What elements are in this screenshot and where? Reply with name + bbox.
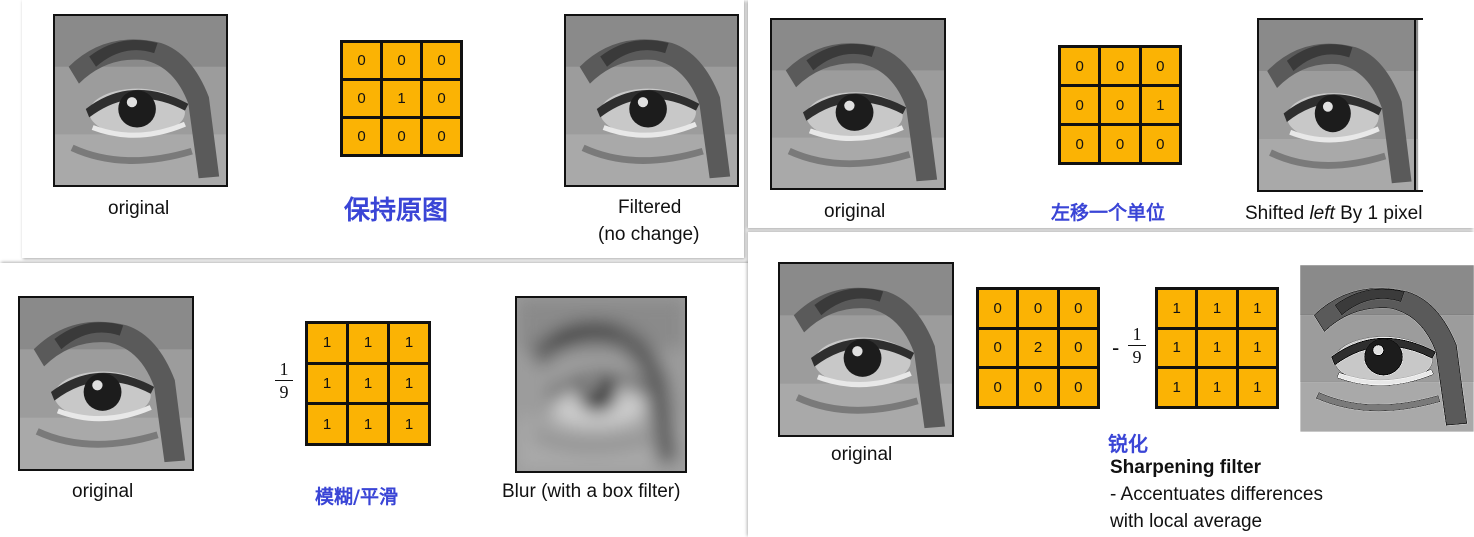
original-eye-image: [770, 18, 946, 190]
sharpen-desc-line1: - Accentuates differences: [1110, 484, 1323, 505]
blur-filter-panel: original 1 9 1 1 1 1 1 1 1 1 1 模糊/平滑 Blu…: [0, 263, 748, 537]
original-eye-image: [53, 14, 228, 187]
blur-cn-label: 模糊/平滑: [315, 486, 398, 508]
kernel-cell: 1: [1158, 369, 1196, 406]
original-eye-image: [18, 296, 194, 471]
kernel-cell: 0: [383, 119, 420, 154]
sharpen-kernel-b: 1 1 1 1 1 1 1 1 1: [1155, 287, 1279, 409]
kernel-cell: 0: [979, 329, 1017, 367]
kernel-cell: 0: [1101, 87, 1139, 123]
filtered-eye-image: [564, 14, 739, 187]
kernel-cell: 1: [1238, 290, 1276, 327]
kernel-cell: 1: [1158, 329, 1196, 367]
box-blur-kernel: 1 1 1 1 1 1 1 1 1: [305, 321, 431, 446]
kernel-cell: 0: [1061, 87, 1099, 123]
shift-filter-panel: original 0 0 0 0 0 1 0 0 0 左移一个单位 Shifte…: [748, 0, 1474, 228]
fraction-bar: [275, 380, 293, 381]
kernel-cell: 1: [308, 324, 346, 362]
kernel-cell: 0: [979, 290, 1017, 327]
kernel-cell: 1: [390, 405, 428, 443]
original-eye-image: [778, 262, 954, 437]
sharpened-eye-image: [1300, 265, 1474, 432]
sharpen-fraction: 1 9: [1128, 324, 1146, 367]
kernel-cell: 0: [1059, 369, 1097, 406]
shift-cn-label: 左移一个单位: [1051, 202, 1166, 224]
identity-kernel: 0 0 0 0 1 0 0 0 0: [340, 40, 463, 157]
kernel-cell: 1: [1198, 369, 1236, 406]
kernel-cell: 0: [1019, 369, 1057, 406]
kernel-cell: 1: [1158, 290, 1196, 327]
shift-kernel: 0 0 0 0 0 1 0 0 0: [1058, 45, 1182, 165]
original-label: original: [108, 198, 170, 219]
filtered-label-line1: Filtered: [618, 197, 682, 218]
original-label: original: [72, 481, 134, 502]
kernel-cell: 1: [1198, 290, 1236, 327]
fraction-bar: [1128, 345, 1146, 346]
kernel-cell: 0: [423, 119, 460, 154]
kernel-cell: 1: [349, 324, 387, 362]
kernel-cell: 0: [423, 81, 460, 116]
blurred-eye-image: [515, 296, 687, 473]
fraction-denominator: 9: [279, 382, 289, 402]
sharpen-title: Sharpening filter: [1110, 457, 1261, 478]
kernel-cell: 1: [349, 364, 387, 403]
identity-filter-panel: original 0 0 0 0 1 0 0 0 0 保持原图 Filtered…: [22, 0, 744, 258]
original-label: original: [824, 201, 886, 222]
kernel-cell: 1: [1238, 329, 1276, 367]
kernel-cell: 0: [1059, 329, 1097, 367]
kernel-cell: 0: [383, 43, 420, 78]
kernel-cell: 0: [1141, 126, 1179, 162]
kernel-cell: 0: [1061, 48, 1099, 84]
kernel-cell: 1: [1238, 369, 1276, 406]
kernel-cell: 0: [1059, 290, 1097, 327]
kernel-cell: 1: [1198, 329, 1236, 367]
blur-result-label: Blur (with a box filter): [502, 481, 681, 502]
minus-sign: -: [1112, 335, 1120, 360]
shifted-eye-image: [1257, 18, 1423, 192]
kernel-cell: 1: [308, 405, 346, 443]
shifted-label: Shifted left By 1 pixel: [1245, 203, 1423, 224]
kernel-cell: 0: [1141, 48, 1179, 84]
sharpen-cn-label: 锐化: [1108, 432, 1148, 456]
blur-fraction: 1 9: [275, 359, 293, 402]
kernel-cell: 0: [1101, 48, 1139, 84]
kernel-cell: 1: [390, 364, 428, 403]
original-label: original: [831, 444, 893, 465]
fraction-numerator: 1: [279, 359, 289, 379]
kernel-cell: 0: [1019, 290, 1057, 327]
identity-cn-label: 保持原图: [344, 196, 449, 226]
kernel-cell: 1: [1141, 87, 1179, 123]
kernel-cell: 0: [343, 43, 380, 78]
kernel-cell: 0: [343, 81, 380, 116]
kernel-cell: 1: [349, 405, 387, 443]
sharpen-kernel-a: 0 0 0 0 2 0 0 0 0: [976, 287, 1100, 409]
kernel-cell: 1: [383, 81, 420, 116]
filtered-label-line2: (no change): [598, 224, 700, 245]
fraction-denominator: 9: [1132, 347, 1142, 367]
kernel-cell: 0: [1101, 126, 1139, 162]
fraction-numerator: 1: [1132, 324, 1142, 344]
sharpen-desc-line2: with local average: [1110, 511, 1263, 532]
kernel-cell: 1: [308, 364, 346, 403]
kernel-cell: 0: [423, 43, 460, 78]
kernel-cell: 0: [343, 119, 380, 154]
kernel-cell: 2: [1019, 329, 1057, 367]
shifted-image-edge: [1414, 18, 1416, 192]
kernel-cell: 1: [390, 324, 428, 362]
kernel-cell: 0: [979, 369, 1017, 406]
kernel-cell: 0: [1061, 126, 1099, 162]
sharpen-filter-panel: original 0 0 0 0 2 0 0 0 0 - 1 9 1 1 1 1…: [748, 232, 1474, 537]
